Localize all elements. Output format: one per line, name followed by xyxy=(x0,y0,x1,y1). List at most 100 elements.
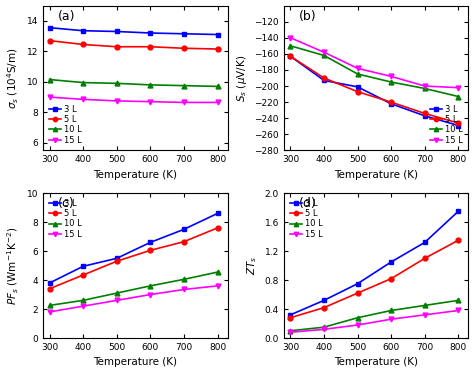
10 L xyxy=(215,270,220,274)
15 L xyxy=(181,287,187,292)
10 L xyxy=(114,291,119,295)
3 L xyxy=(215,211,220,216)
Line: 3 L: 3 L xyxy=(288,209,461,317)
15 L xyxy=(147,292,153,297)
Line: 3 L: 3 L xyxy=(288,54,461,128)
10 L xyxy=(181,84,187,88)
3 L xyxy=(80,264,86,269)
10 L xyxy=(215,84,220,89)
15 L xyxy=(80,304,86,308)
5 L xyxy=(114,44,119,49)
5 L xyxy=(47,286,53,291)
10 L xyxy=(147,283,153,288)
Line: 3 L: 3 L xyxy=(47,211,220,285)
3 L xyxy=(114,256,119,261)
15 L xyxy=(355,323,360,327)
3 L xyxy=(388,260,394,264)
10 L xyxy=(288,329,293,333)
3 L xyxy=(388,101,394,106)
15 L xyxy=(80,97,86,101)
15 L xyxy=(388,74,394,79)
3 L xyxy=(147,240,153,245)
Line: 10 L: 10 L xyxy=(288,43,461,99)
10 L xyxy=(355,72,360,76)
15 L xyxy=(355,66,360,70)
15 L xyxy=(114,98,119,103)
15 L xyxy=(215,100,220,105)
X-axis label: Temperature (K): Temperature (K) xyxy=(334,357,418,367)
5 L xyxy=(80,42,86,47)
5 L xyxy=(321,305,327,310)
15 L xyxy=(288,35,293,40)
Y-axis label: $PF_s$ (Wm$^{-1}$K$^{-2}$): $PF_s$ (Wm$^{-1}$K$^{-2}$) xyxy=(6,226,21,305)
15 L xyxy=(321,327,327,332)
10 L xyxy=(388,80,394,84)
Legend: 3 L, 5 L, 10 L, 15 L: 3 L, 5 L, 10 L, 15 L xyxy=(428,103,464,146)
3 L xyxy=(215,32,220,37)
3 L xyxy=(321,78,327,83)
3 L xyxy=(456,209,461,213)
Line: 5 L: 5 L xyxy=(47,225,220,291)
Line: 3 L: 3 L xyxy=(47,25,220,37)
10 L xyxy=(47,77,53,82)
3 L xyxy=(422,114,428,118)
5 L xyxy=(388,100,394,104)
10 L xyxy=(181,277,187,282)
3 L xyxy=(181,32,187,36)
15 L xyxy=(288,330,293,335)
15 L xyxy=(181,100,187,105)
X-axis label: Temperature (K): Temperature (K) xyxy=(93,357,177,367)
10 L xyxy=(456,94,461,99)
15 L xyxy=(114,298,119,303)
10 L xyxy=(114,81,119,85)
Y-axis label: $ZT_s$: $ZT_s$ xyxy=(245,256,259,275)
5 L xyxy=(181,239,187,244)
5 L xyxy=(288,316,293,320)
3 L xyxy=(355,282,360,286)
Legend: 3 L, 5 L, 10 L, 15 L: 3 L, 5 L, 10 L, 15 L xyxy=(47,103,83,146)
Text: (d): (d) xyxy=(299,197,316,210)
5 L xyxy=(321,76,327,80)
10 L xyxy=(80,80,86,85)
3 L xyxy=(321,298,327,303)
Line: 5 L: 5 L xyxy=(47,38,220,51)
3 L xyxy=(181,227,187,232)
5 L xyxy=(147,248,153,253)
10 L xyxy=(288,44,293,48)
15 L xyxy=(47,95,53,99)
5 L xyxy=(288,54,293,59)
Line: 10 L: 10 L xyxy=(47,77,220,89)
10 L xyxy=(388,308,394,313)
3 L xyxy=(47,25,53,30)
5 L xyxy=(215,226,220,230)
3 L xyxy=(288,54,293,59)
5 L xyxy=(388,276,394,281)
15 L xyxy=(47,310,53,314)
Y-axis label: $S_s$ ($\mu$V/K): $S_s$ ($\mu$V/K) xyxy=(235,54,248,101)
10 L xyxy=(80,298,86,303)
15 L xyxy=(147,100,153,104)
3 L xyxy=(288,313,293,317)
15 L xyxy=(215,283,220,288)
3 L xyxy=(355,85,360,89)
10 L xyxy=(422,303,428,308)
Legend: 3 L, 5 L, 10 L, 15 L: 3 L, 5 L, 10 L, 15 L xyxy=(288,197,324,240)
15 L xyxy=(456,85,461,90)
Legend: 3 L, 5 L, 10 L, 15 L: 3 L, 5 L, 10 L, 15 L xyxy=(47,197,83,240)
5 L xyxy=(456,238,461,242)
10 L xyxy=(47,303,53,308)
15 L xyxy=(422,84,428,88)
5 L xyxy=(47,38,53,43)
5 L xyxy=(355,291,360,295)
Line: 15 L: 15 L xyxy=(47,283,220,314)
5 L xyxy=(422,256,428,261)
Line: 10 L: 10 L xyxy=(47,270,220,308)
Line: 15 L: 15 L xyxy=(288,308,461,335)
10 L xyxy=(422,86,428,91)
Text: (b): (b) xyxy=(299,10,316,23)
3 L xyxy=(47,281,53,285)
Text: (a): (a) xyxy=(58,10,75,23)
Line: 15 L: 15 L xyxy=(288,35,461,90)
3 L xyxy=(80,28,86,33)
5 L xyxy=(114,259,119,263)
